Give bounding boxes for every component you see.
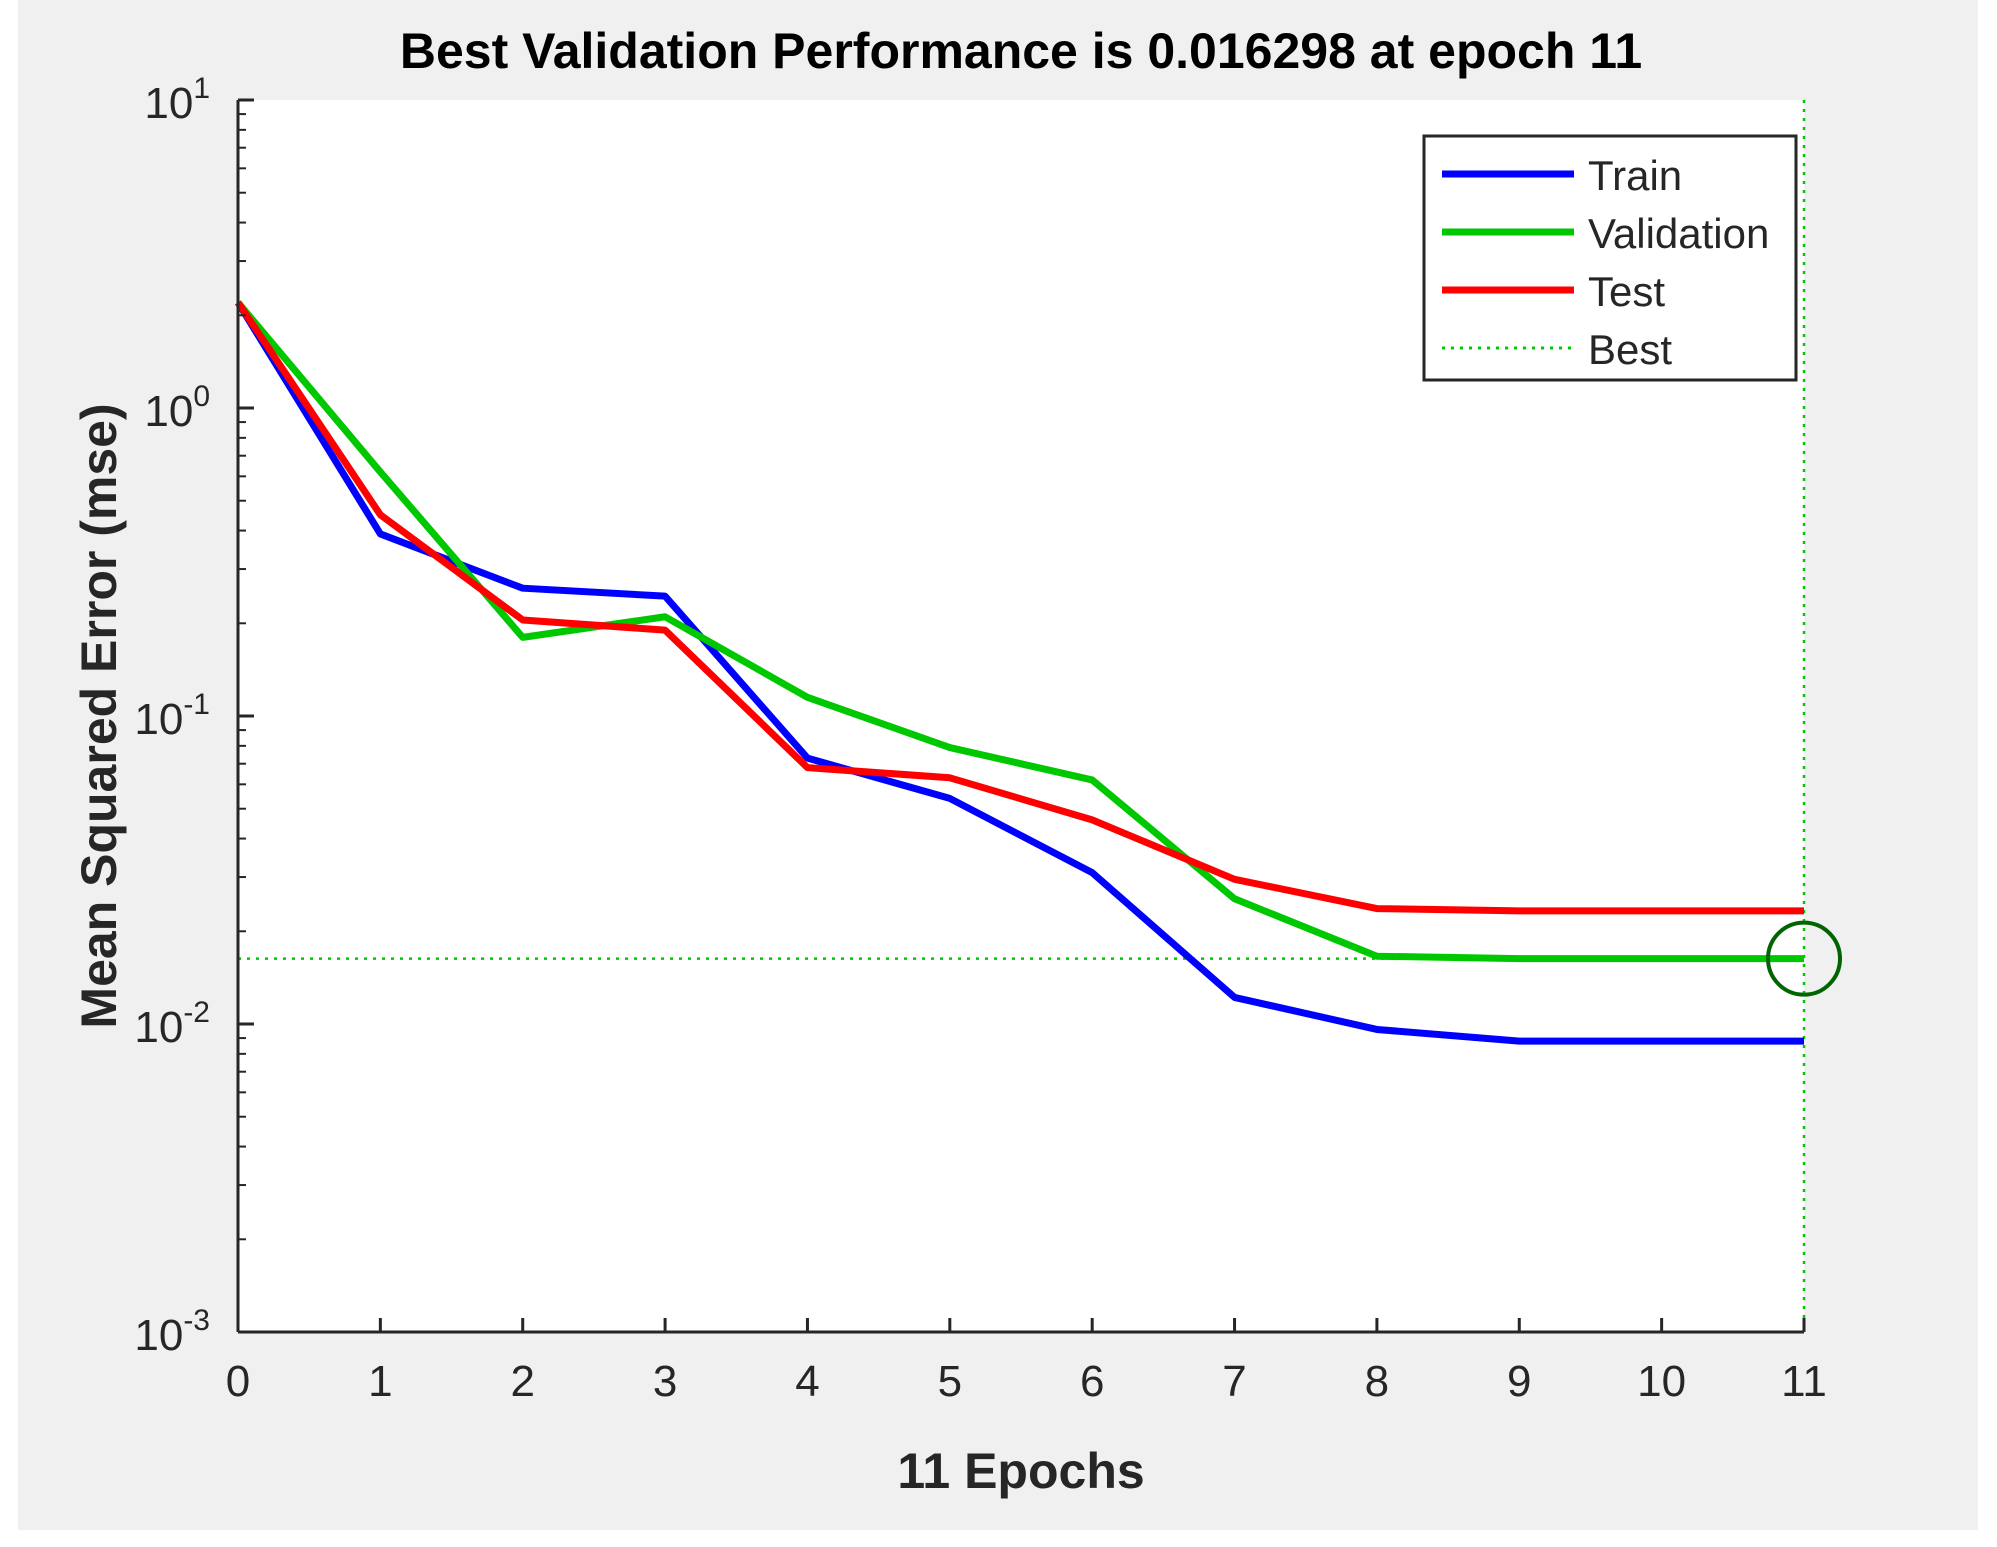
x-tick-label: 7 (1222, 1357, 1246, 1406)
series-line-train (235, 300, 1804, 1045)
legend-label-validation: Validation (1588, 210, 1769, 257)
x-tick-label: 6 (1080, 1357, 1104, 1406)
chart-title: Best Validation Performance is 0.016298 … (400, 23, 1642, 79)
y-tick-label: 10-3 (134, 1304, 210, 1360)
y-tick-label: 10-2 (134, 996, 210, 1052)
legend-label-train: Train (1588, 152, 1682, 199)
x-tick-label: 1 (368, 1357, 392, 1406)
y-tick-label: 10-1 (134, 688, 210, 744)
series-line-validation (235, 300, 1805, 963)
x-tick-label: 3 (653, 1357, 677, 1406)
x-tick-label: 4 (795, 1357, 819, 1406)
y-tick-label: 101 (144, 72, 210, 128)
performance-chart: 0 1 2 3 4 5 6 7 8 9 10 11 101 100 10-1 10-2 10-3 Train Va… (71, 23, 1842, 1499)
x-tick-label: 11 (1781, 1357, 1827, 1406)
x-axis-label: 11 Epochs (897, 1443, 1144, 1499)
y-tick-label: 100 (144, 380, 210, 436)
figure-background: 0 1 2 3 4 5 6 7 8 9 10 11 101 100 10-1 10-2 10-3 Train Va… (18, 0, 1978, 1530)
legend-label-best: Best (1588, 326, 1672, 373)
series-line-test (235, 300, 1804, 915)
y-axis-label: Mean Squared Error (mse) (71, 403, 127, 1028)
x-tick-label: 0 (226, 1357, 250, 1406)
x-tick-label: 8 (1365, 1357, 1389, 1406)
x-tick-label: 9 (1507, 1357, 1531, 1406)
best-point-marker (1766, 920, 1842, 997)
x-tick-label: 10 (1637, 1357, 1686, 1406)
x-tick-label: 5 (938, 1357, 962, 1406)
legend-label-test: Test (1588, 268, 1665, 315)
x-tick-label: 2 (510, 1357, 534, 1406)
